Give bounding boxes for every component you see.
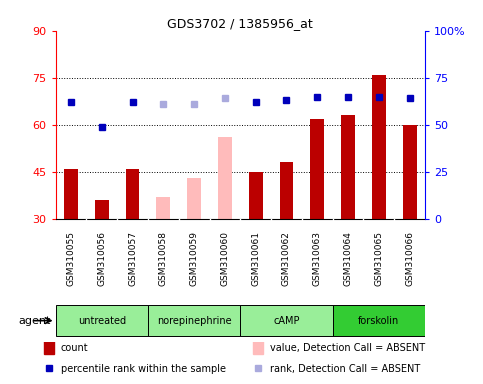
Text: GSM310059: GSM310059 — [190, 231, 199, 286]
Text: GSM310057: GSM310057 — [128, 231, 137, 286]
Bar — [156, 197, 170, 219]
Text: GSM310062: GSM310062 — [282, 231, 291, 286]
Text: GSM310066: GSM310066 — [405, 231, 414, 286]
Bar — [403, 125, 416, 219]
Text: GSM310058: GSM310058 — [159, 231, 168, 286]
Text: GSM310060: GSM310060 — [220, 231, 229, 286]
Bar — [240, 305, 333, 336]
Text: rank, Detection Call = ABSENT: rank, Detection Call = ABSENT — [270, 364, 420, 374]
Bar — [249, 172, 263, 219]
Bar — [148, 305, 241, 336]
Bar — [253, 341, 263, 354]
Bar — [64, 169, 78, 219]
Text: untreated: untreated — [78, 316, 126, 326]
Bar — [95, 200, 109, 219]
Text: GSM310065: GSM310065 — [374, 231, 384, 286]
Text: GSM310063: GSM310063 — [313, 231, 322, 286]
Text: GSM310055: GSM310055 — [67, 231, 75, 286]
Text: count: count — [61, 343, 88, 353]
Bar — [311, 119, 324, 219]
Text: value, Detection Call = ABSENT: value, Detection Call = ABSENT — [270, 343, 425, 353]
Bar — [56, 305, 148, 336]
Bar — [341, 115, 355, 219]
Bar — [280, 162, 293, 219]
Bar — [126, 169, 140, 219]
Text: percentile rank within the sample: percentile rank within the sample — [61, 364, 226, 374]
Text: agent: agent — [18, 316, 51, 326]
Bar — [333, 305, 425, 336]
Text: forskolin: forskolin — [358, 316, 399, 326]
Bar — [218, 137, 232, 219]
Bar — [372, 74, 386, 219]
Title: GDS3702 / 1385956_at: GDS3702 / 1385956_at — [168, 17, 313, 30]
Text: GSM310056: GSM310056 — [97, 231, 106, 286]
Bar — [187, 178, 201, 219]
Bar — [44, 341, 55, 354]
Text: GSM310061: GSM310061 — [251, 231, 260, 286]
Text: norepinephrine: norepinephrine — [157, 316, 231, 326]
Text: GSM310064: GSM310064 — [343, 231, 353, 286]
Text: cAMP: cAMP — [273, 316, 300, 326]
